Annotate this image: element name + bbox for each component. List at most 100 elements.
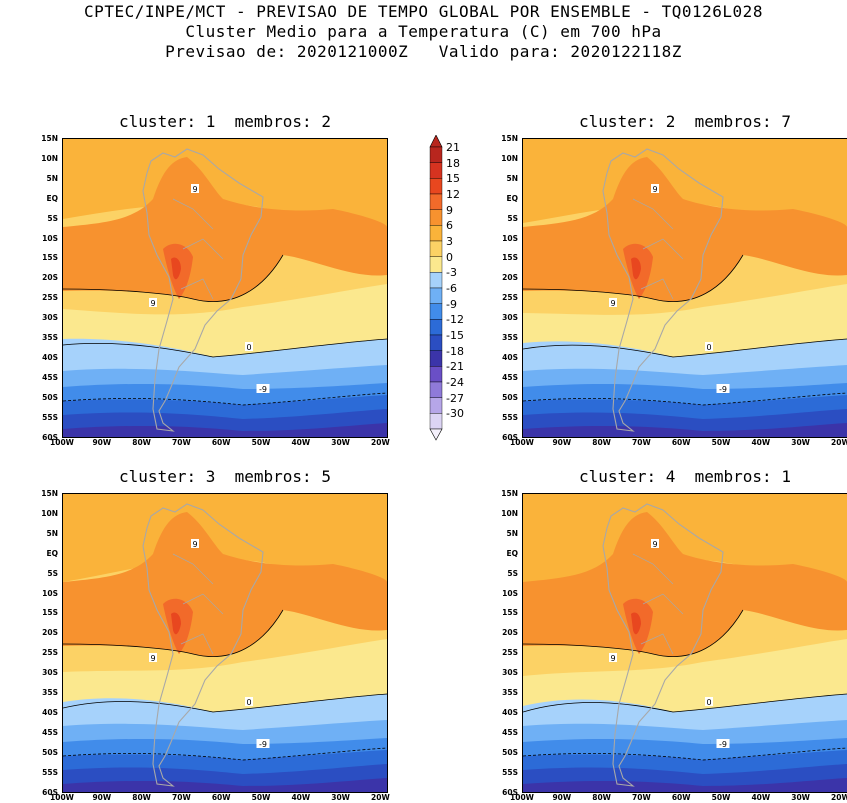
lon-tick-label: 100W — [510, 438, 534, 447]
lat-tick-label: 50S — [42, 747, 58, 757]
colorbar-label: -24 — [446, 376, 464, 389]
svg-text:-9: -9 — [259, 385, 267, 394]
continent-outline — [602, 148, 724, 432]
lat-tick-label: 5S — [47, 568, 58, 578]
contour-label-9: 9 — [149, 298, 157, 308]
colorbar-label: -15 — [446, 329, 464, 342]
colorbar-label: -18 — [446, 344, 464, 358]
lat-tick-label: 20S — [42, 628, 58, 638]
lon-tick-label: 80W — [132, 438, 151, 447]
colorbar-label: -27 — [446, 391, 464, 405]
band-15 — [171, 257, 181, 280]
contour-label-9: 9 — [609, 298, 617, 308]
lat-tick-label: 5S — [507, 213, 518, 223]
lon-tick-label: 90W — [92, 438, 112, 447]
lon-tick-label: 60W — [671, 438, 691, 447]
lat-tick-label: 50S — [502, 747, 518, 757]
band-m18 — [523, 778, 847, 792]
svg-text:0: 0 — [246, 698, 251, 707]
lon-tick-label: 80W — [132, 793, 151, 802]
lon-tick-label: 40W — [751, 438, 771, 447]
lat-tick-label: 10S — [502, 233, 518, 243]
svg-text:-9: -9 — [719, 740, 727, 749]
country-borders — [172, 553, 224, 655]
lat-tick-label: 15N — [41, 134, 58, 143]
colorbar-arrow-bottom — [429, 428, 443, 441]
panel-title-2: cluster: 2 membros: 7 — [579, 112, 791, 131]
contour-9 — [523, 254, 744, 302]
colorbar-label: 3 — [446, 235, 453, 248]
svg-text:9: 9 — [150, 299, 155, 308]
lat-tick-label: EQ — [46, 548, 59, 558]
contour-label-9b: 9 — [191, 539, 199, 549]
lat-tick-label: 40S — [42, 352, 58, 362]
contour-m9 — [523, 747, 847, 761]
lat-tick-label: 45S — [502, 727, 518, 737]
lat-tick-label: 5N — [46, 528, 59, 538]
lat-tick-label: 30S — [42, 313, 58, 323]
svg-text:9: 9 — [192, 185, 197, 194]
panel-title-3: cluster: 3 membros: 5 — [119, 467, 331, 486]
country-borders — [632, 198, 684, 300]
colorbar-swatch — [429, 225, 443, 242]
lat-tick-label: 10N — [501, 508, 518, 518]
lat-tick-label: 35S — [502, 333, 518, 342]
map-panel-2: 9 0 -9 9 — [522, 138, 847, 438]
band-m18 — [63, 423, 387, 437]
contour-9 — [63, 609, 284, 657]
colorbar-swatch — [429, 162, 443, 179]
lat-tick-label: 30S — [42, 668, 58, 678]
lat-tick-label: 15N — [41, 489, 58, 498]
lat-tick-label: 25S — [502, 648, 518, 658]
colorbar-label: 6 — [446, 219, 453, 233]
lat-tick-label: 5N — [46, 173, 59, 183]
colorbar-swatch — [429, 287, 443, 304]
lat-tick-label: 15S — [502, 253, 518, 263]
lat-tick-label: EQ — [506, 548, 519, 558]
lat-tick-label: 60S — [42, 787, 58, 797]
lat-tick-label: 15N — [501, 134, 518, 143]
colorbar-swatch — [429, 240, 443, 257]
lat-tick-label: 20S — [502, 628, 518, 638]
lon-tick-label: 90W — [92, 793, 112, 802]
panel-title-1: cluster: 1 membros: 2 — [119, 112, 331, 131]
lat-tick-label: 10S — [42, 233, 58, 243]
colorbar-label: 9 — [446, 203, 453, 217]
lon-tick-label: 80W — [592, 438, 611, 447]
lat-tick-label: 45S — [502, 372, 518, 382]
svg-text:0: 0 — [706, 698, 711, 707]
contour-m9 — [523, 392, 847, 406]
contour-label-0: 0 — [245, 342, 253, 352]
lon-tick-label: 70W — [632, 438, 651, 447]
band-9 — [63, 157, 387, 302]
band-9 — [523, 157, 847, 302]
contour-m9 — [63, 747, 387, 761]
colorbar-label: 15 — [446, 172, 460, 186]
contour-label-0: 0 — [705, 342, 713, 352]
lat-tick-label: 50S — [502, 392, 518, 402]
lat-tick-label: 10S — [502, 588, 518, 598]
lat-tick-label: 55S — [42, 767, 58, 777]
contour-label-m9: -9 — [256, 384, 270, 394]
colorbar-arrow-top — [429, 134, 443, 148]
svg-text:9: 9 — [610, 299, 615, 308]
lon-tick-label: 40W — [291, 793, 311, 802]
lon-tick-label: 70W — [172, 793, 191, 802]
map-panel-3: 9 0 -9 9 — [62, 493, 388, 793]
lon-tick-label: 50W — [251, 793, 271, 802]
lat-tick-label: 40S — [42, 707, 58, 717]
lat-tick-label: 25S — [42, 293, 58, 303]
lat-tick-label: 10N — [501, 153, 518, 163]
lon-tick-label: 60W — [211, 793, 231, 802]
colorbar-swatch — [429, 350, 443, 367]
lat-tick-label: 20S — [502, 273, 518, 283]
colorbar-label: 18 — [446, 156, 460, 170]
lon-tick-label: 30W — [331, 793, 350, 802]
svg-text:9: 9 — [192, 540, 197, 549]
colorbar-label: 12 — [446, 188, 460, 201]
lat-tick-label: 15S — [502, 608, 518, 618]
lat-tick-label: 30S — [502, 668, 518, 678]
lat-tick-label: 10N — [41, 508, 58, 518]
lat-tick-label: 15N — [501, 489, 518, 498]
lat-tick-label: 55S — [502, 412, 518, 422]
